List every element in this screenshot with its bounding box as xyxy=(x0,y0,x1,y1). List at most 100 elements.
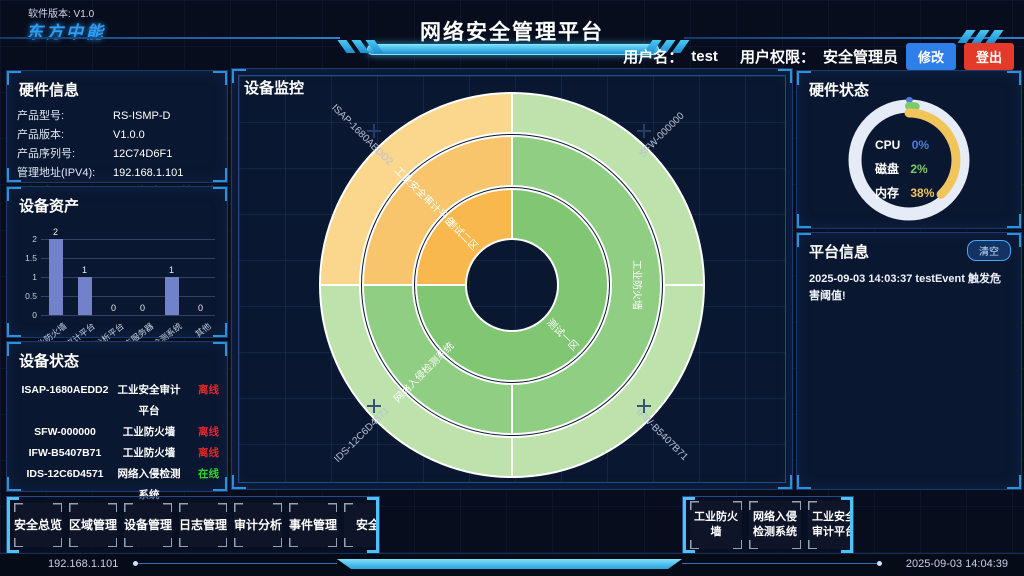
page-title: 网络安全管理平台 xyxy=(420,21,604,44)
info-label: 管理地址(IPV4): xyxy=(17,167,96,179)
gauge-metric-labels: CPU 0% 磁盘 2% 内存 38% xyxy=(875,133,934,205)
nav-button-设备管理[interactable]: 设备管理 xyxy=(124,503,172,547)
plus-marker xyxy=(367,124,381,138)
bar-ytick: 1 xyxy=(32,272,37,282)
footer-ip: 192.168.1.101 xyxy=(48,558,119,570)
sunburst-segment[interactable] xyxy=(362,284,513,435)
device-status-table: ISAP-1680AEDD2 工业安全审计平台 离线 SFW-000000 工业… xyxy=(7,376,227,510)
gauge-metric: CPU 0% xyxy=(875,133,934,157)
hardware-info-row: 管理地址(IPV4): 192.168.1.101 xyxy=(17,164,217,183)
nav-button-审计分析[interactable]: 审计分析 xyxy=(234,503,282,547)
bar-ytick: 0.5 xyxy=(25,291,37,301)
sunburst-segment[interactable] xyxy=(319,284,513,478)
device-id: IDS-12C6D4571 xyxy=(26,468,104,480)
bar xyxy=(164,277,179,315)
footer-line-left xyxy=(138,563,337,564)
device-monitor-title: 设备监控 xyxy=(244,80,305,97)
bar-ytick: 0 xyxy=(32,310,37,320)
device-status-row: ISAP-1680AEDD2 工业安全审计平台 离线 xyxy=(15,380,219,422)
nav-group-left: 安全总览 区域管理 设备管理 日志管理 审计分析 事件管理 安全 xyxy=(6,496,380,554)
bar-ytick: 1.5 xyxy=(25,253,37,263)
role-label: 用户权限： xyxy=(739,49,815,66)
software-version: 软件版本: V1.0 xyxy=(28,9,95,20)
gauge-metric: 磁盘 2% xyxy=(875,157,934,181)
device-type: 工业防火墙 xyxy=(122,426,176,438)
sunburst-label: ISAP-1680AEDD2 xyxy=(329,102,395,168)
metric-label: 内存 xyxy=(875,186,900,200)
gauge-arc-CPU xyxy=(846,97,972,223)
footer-center-bar xyxy=(337,559,682,569)
footer-bar: 192.168.1.101 2025-09-03 14:04:39 xyxy=(0,553,1024,576)
device-status-badge: 离线 xyxy=(198,447,219,459)
device-assets-title: 设备资产 xyxy=(19,198,80,215)
plus-marker xyxy=(367,399,381,413)
bar-value: 2 xyxy=(52,227,59,237)
sunburst-chart[interactable]: 测试二区 测试一区 工业安全审计平台 工业防火墙 网络入侵检测系统 ISAP-1680AE… xyxy=(232,69,792,487)
metric-value: 0% xyxy=(911,138,930,152)
username-value: test xyxy=(691,48,718,65)
sunburst-svg[interactable]: 测试二区测试一区工业安全审计平台工业防火墙网络入侵检测系统ISAP-1680AE… xyxy=(232,69,792,487)
bar-value: 0 xyxy=(139,303,146,313)
nav-button-安全总览[interactable]: 安全总览 xyxy=(14,503,62,547)
sunburst-segment[interactable] xyxy=(415,188,609,382)
bar-value: 0 xyxy=(110,303,117,313)
username-label: 用户名： xyxy=(623,49,684,66)
device-assets-bar-chart: 0 0.5 1 1.5 22工业防火墙1工业安全审计平台0工业网络审计分析平台0… xyxy=(17,223,221,381)
device-id: ISAP-1680AEDD2 xyxy=(21,384,109,396)
nav-button-日志管理[interactable]: 日志管理 xyxy=(179,503,227,547)
hardware-status-title: 硬件状态 xyxy=(809,82,870,99)
device-status-badge: 在线 xyxy=(198,468,219,480)
nav-button-工业防火墙[interactable]: 工业防火墙 xyxy=(690,501,742,549)
bar xyxy=(77,277,92,315)
bar-gridline xyxy=(41,277,215,278)
bar-gridline xyxy=(41,315,215,316)
device-id: SFW-000000 xyxy=(34,426,96,438)
role-value: 安全管理员 xyxy=(822,49,898,66)
sunburst-label: IFW-B5407B71 xyxy=(634,407,690,463)
device-type: 工业防火墙 xyxy=(122,447,176,459)
footer-line-right xyxy=(682,563,877,564)
footer-dot-right xyxy=(877,561,882,566)
gauge-arc-内存 xyxy=(857,108,961,212)
device-status-row: SFW-000000 工业防火墙 离线 xyxy=(15,422,219,443)
panel-device-status: 设备状态 ISAP-1680AEDD2 工业安全审计平台 离线 SFW-0000… xyxy=(6,341,228,501)
bar xyxy=(48,239,63,315)
metric-label: CPU xyxy=(875,138,901,152)
panel-hardware-info: 硬件信息 产品型号: RS-ISMP-D 产品版本: V1.0.0 产品序列号:… xyxy=(6,70,228,198)
info-value: 12C74D6F1 xyxy=(113,148,173,160)
modify-button[interactable]: 修改 xyxy=(905,43,956,70)
logout-button[interactable]: 登出 xyxy=(963,43,1014,70)
device-status-title: 设备状态 xyxy=(19,353,80,370)
nav-button-区域管理[interactable]: 区域管理 xyxy=(69,503,117,547)
title-slashes-left xyxy=(337,40,384,53)
metric-label: 磁盘 xyxy=(875,162,900,176)
title-underline-bar xyxy=(367,44,659,55)
metric-value: 2% xyxy=(910,162,928,176)
nav-button-网络入侵检测系统[interactable]: 网络入侵检测系统 xyxy=(749,501,801,549)
nav-button-工业安全审计平台[interactable]: 工业安全审计平台 xyxy=(808,501,853,549)
device-status-badge: 离线 xyxy=(198,384,219,396)
plus-marker xyxy=(637,399,651,413)
bar-value: 1 xyxy=(168,265,175,275)
device-status-badge: 离线 xyxy=(198,426,219,438)
clear-events-button[interactable]: 清空 xyxy=(967,239,1011,261)
device-status-row: IDS-12C6D4571 网络入侵检测系统 在线 xyxy=(15,464,219,506)
bar-ytick: 2 xyxy=(32,234,37,244)
device-type: 工业安全审计平台 xyxy=(117,384,181,417)
panel-device-monitor: 设备监控 测试二区 测试一区 工业安全审计平台 工业防火墙 网络入侵检测系统 ISAP-1… xyxy=(231,68,793,490)
plus-marker xyxy=(637,124,651,138)
device-id: IFW-B5407B71 xyxy=(28,447,102,459)
panel-device-assets: 设备资产 0 0.5 1 1.5 22工业防火墙1工业安全审计平台0工业网络审计… xyxy=(6,186,228,381)
sunburst-segment[interactable] xyxy=(362,135,513,286)
nav-button-安全[interactable]: 安全 xyxy=(344,503,379,547)
hardware-status-gauge xyxy=(836,87,982,238)
header-line-left xyxy=(0,37,340,39)
bar-gridline xyxy=(41,239,215,240)
footer-dot-left xyxy=(133,561,138,566)
hardware-info-title: 硬件信息 xyxy=(19,82,80,99)
panel-platform-info: 平台信息 清空 2025-09-03 14:03:37 testEvent 触发… xyxy=(796,232,1022,490)
sunburst-segment[interactable] xyxy=(511,135,662,435)
user-bar: 用户名： test 用户权限： 安全管理员 修改 登出 xyxy=(623,43,1014,70)
sunburst-segment[interactable] xyxy=(415,188,513,286)
nav-button-事件管理[interactable]: 事件管理 xyxy=(289,503,337,547)
